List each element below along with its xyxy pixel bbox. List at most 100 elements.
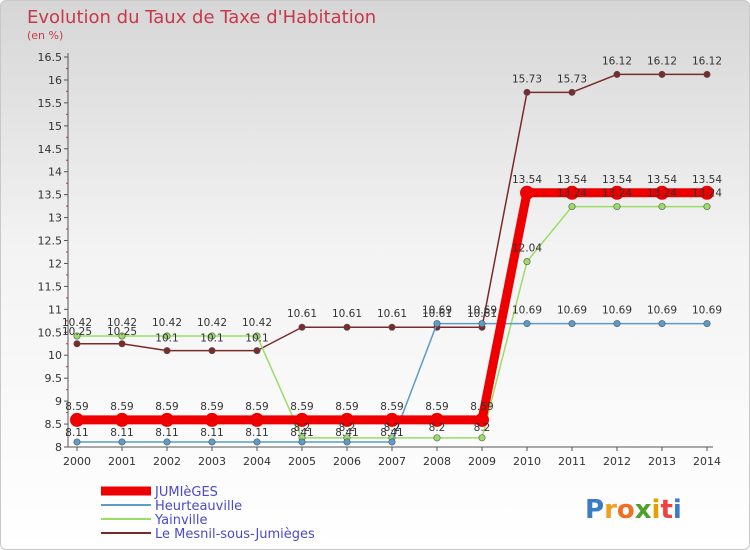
data-label: 10.69	[692, 305, 722, 317]
data-point	[73, 340, 81, 348]
data-point	[163, 347, 171, 355]
data-point	[70, 412, 84, 427]
y-tick-label: 8	[55, 441, 62, 454]
data-point	[523, 320, 531, 328]
data-point	[118, 438, 126, 446]
data-label: 16.12	[602, 55, 632, 67]
data-label: 16.12	[647, 55, 677, 67]
data-point	[433, 320, 441, 328]
x-tick-label: 2009	[468, 455, 496, 468]
data-label: 10.61	[332, 308, 362, 320]
data-label: 8.2	[429, 422, 446, 434]
data-point	[163, 332, 171, 340]
data-label: 8.59	[335, 401, 358, 413]
data-point	[298, 323, 306, 331]
data-label: 8.2	[339, 422, 356, 434]
data-point	[73, 438, 81, 446]
data-label: 13.54	[602, 174, 632, 186]
y-tick-label: 13.5	[38, 189, 63, 202]
data-point	[520, 185, 534, 200]
data-label: 10.69	[602, 305, 632, 317]
data-label: 10.1	[155, 333, 178, 345]
data-label: 15.73	[512, 73, 542, 85]
y-tick-label: 9	[55, 395, 62, 408]
x-tick-label: 2003	[198, 455, 226, 468]
data-label: 10.69	[647, 305, 677, 317]
y-tick-label: 12	[48, 257, 62, 270]
data-label: 8.11	[245, 427, 268, 439]
y-tick-label: 14.5	[38, 143, 63, 156]
data-label: 8.11	[65, 427, 88, 439]
data-label: 10.69	[512, 305, 542, 317]
data-point	[430, 412, 444, 427]
data-point	[658, 320, 666, 328]
x-tick-label: 2000	[63, 455, 91, 468]
data-point	[205, 412, 219, 427]
y-tick-label: 12.5	[38, 235, 63, 248]
data-point	[655, 185, 669, 200]
legend-label: JUMIèGES	[154, 485, 218, 500]
y-tick-label: 10	[48, 349, 62, 362]
data-label: 10.42	[242, 317, 272, 329]
data-point	[208, 347, 216, 355]
data-label: 10.69	[422, 305, 452, 317]
data-point	[208, 332, 216, 340]
data-label: 13.54	[647, 174, 677, 186]
data-label: 8.11	[200, 427, 223, 439]
legend-label: Le Mesnil-sous-Jumièges	[155, 527, 315, 542]
x-tick-label: 2005	[288, 455, 316, 468]
x-tick-label: 2007	[378, 455, 406, 468]
data-label: 10.25	[62, 326, 92, 338]
data-label: 8.59	[245, 401, 268, 413]
data-label: 13.24	[557, 188, 587, 200]
x-tick-label: 2012	[603, 455, 631, 468]
data-label: 15.73	[557, 73, 587, 85]
y-tick-label: 15.5	[38, 97, 63, 110]
data-label: 8.59	[65, 401, 88, 413]
data-label: 8.59	[200, 401, 223, 413]
data-point	[163, 438, 171, 446]
legend-label: Heurteauville	[155, 499, 242, 514]
data-point	[253, 347, 261, 355]
data-label: 16.12	[692, 55, 722, 67]
data-point	[703, 70, 711, 78]
y-tick-label: 15	[48, 120, 62, 133]
data-label: 8.11	[110, 427, 133, 439]
x-tick-label: 2013	[648, 455, 676, 468]
data-point	[523, 258, 531, 266]
x-tick-label: 2006	[333, 455, 361, 468]
y-tick-label: 11	[48, 303, 62, 316]
data-label: 13.24	[692, 188, 722, 200]
data-point	[388, 438, 396, 446]
data-label: 10.42	[152, 317, 182, 329]
data-point	[478, 320, 486, 328]
data-label: 8.59	[470, 401, 493, 413]
data-label: 8.41	[380, 427, 403, 439]
data-label: 10.69	[467, 305, 497, 317]
data-label: 10.1	[200, 333, 223, 345]
x-tick-label: 2001	[108, 455, 136, 468]
data-point	[658, 203, 666, 211]
data-label: 8.59	[155, 401, 178, 413]
watermark-logo: Proxiti	[585, 495, 682, 525]
data-label: 13.54	[557, 174, 587, 186]
data-label: 12.04	[512, 243, 542, 255]
y-tick-label: 11.5	[38, 280, 63, 293]
x-tick-label: 2008	[423, 455, 451, 468]
x-tick-label: 2004	[243, 455, 271, 468]
x-tick-label: 2010	[513, 455, 541, 468]
data-label: 10.61	[467, 308, 497, 320]
y-tick-label: 14	[48, 166, 62, 179]
data-label: 8.2	[384, 422, 401, 434]
data-label: 13.24	[602, 188, 632, 200]
data-point	[73, 332, 81, 340]
data-label: 10.69	[557, 305, 587, 317]
data-point	[610, 185, 624, 200]
data-label: 8.2	[474, 422, 491, 434]
data-point	[298, 438, 306, 446]
data-point	[613, 70, 621, 78]
legend-label: Yainville	[154, 513, 208, 528]
data-point	[385, 412, 399, 427]
x-tick-label: 2011	[558, 455, 586, 468]
